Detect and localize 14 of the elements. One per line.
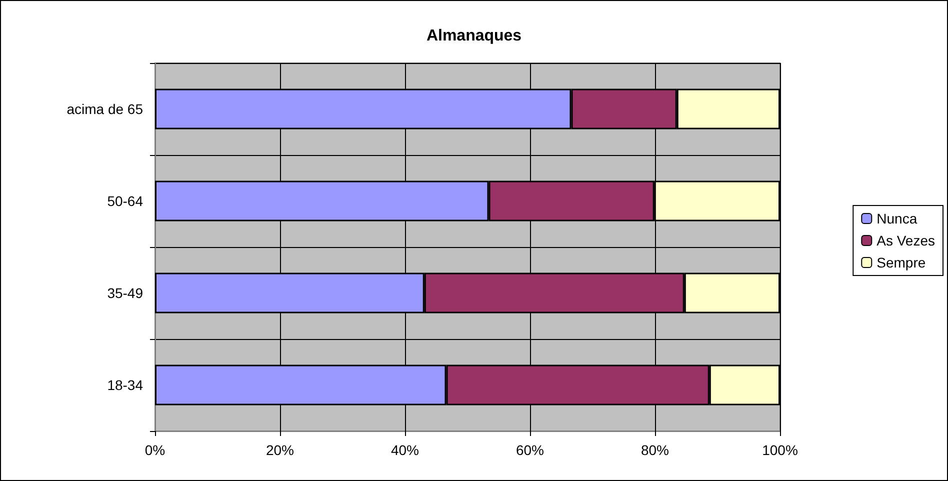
x-tick-label: 100% [762, 442, 798, 458]
x-tick-label: 80% [640, 442, 670, 458]
legend-label: As Vezes [876, 232, 936, 248]
y-tick-label: 50-64 [107, 193, 144, 209]
y-tick-label: 35-49 [107, 285, 144, 301]
x-tick-label: 40% [390, 442, 420, 458]
x-tick-label: 0% [144, 442, 166, 458]
y-tick-label: 18-34 [107, 377, 144, 393]
legend-label: Sempre [876, 254, 926, 270]
x-tick-label: 60% [516, 442, 544, 458]
chart-title: Almanaques [426, 28, 522, 44]
legend-label: Nunca [876, 210, 918, 226]
y-tick-label: acima de 65 [66, 101, 144, 117]
x-tick-label: 20% [266, 442, 294, 458]
